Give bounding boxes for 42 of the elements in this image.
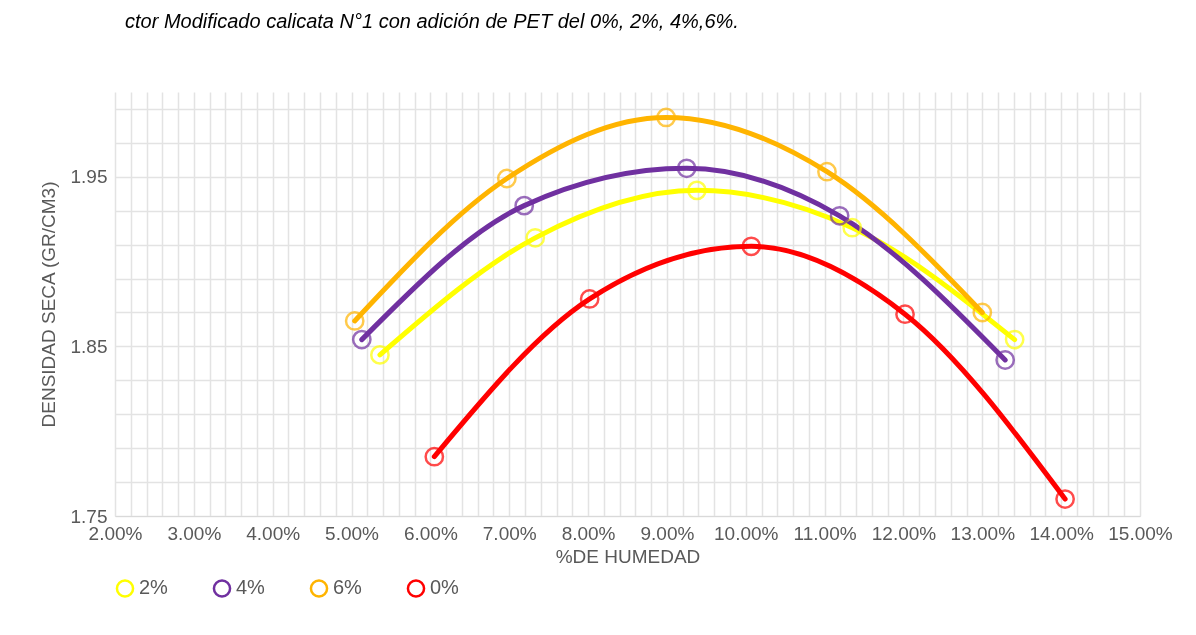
x-tick-label: 6.00% [403, 522, 458, 544]
point [579, 289, 600, 309]
x-tick-label: 3.00% [167, 522, 222, 544]
legend-label: 6% [333, 576, 363, 599]
point [424, 446, 445, 467]
point [344, 311, 365, 331]
x-tick-label: 5.00% [325, 522, 380, 544]
point [370, 344, 390, 365]
chart-title: ctor Modificado calicata N°1 con adición de PET del 0%, 2%, 4%,6%. [125, 10, 739, 32]
point [829, 205, 850, 226]
point [995, 350, 1016, 370]
y-tick-label: 1.95 [70, 166, 108, 188]
x-tick-label: 13.00% [950, 522, 1016, 544]
point [676, 158, 697, 179]
point [351, 329, 372, 350]
x-tick-label: 7.00% [482, 522, 537, 544]
point [895, 304, 915, 325]
point [972, 302, 993, 323]
x-tick-label: 15.00% [1108, 522, 1173, 544]
legend-label: 2% [139, 576, 169, 599]
point [817, 161, 837, 182]
x-tick-label: 4.00% [246, 522, 301, 544]
point [656, 107, 677, 128]
x-tick-label: 10.00% [714, 522, 779, 544]
x-tick-label: 12.00% [871, 522, 937, 544]
y-tick-label: 1.85 [70, 335, 108, 357]
x-tick-label: 14.00% [1029, 522, 1094, 544]
y-axis-title: DENSIDAD SECA (GR/CM3) [37, 181, 59, 428]
legend-label: 4% [236, 576, 266, 599]
x-axis-title: %DE HUMEDAD [555, 545, 701, 567]
point [496, 168, 517, 189]
point [741, 236, 762, 257]
x-tick-label: 11.00% [793, 522, 857, 544]
x-tick-label: 8.00% [561, 522, 616, 544]
point [842, 217, 863, 238]
point [514, 195, 535, 216]
point [1004, 329, 1025, 350]
point [686, 180, 707, 201]
point [1055, 489, 1076, 509]
legend-label: 0% [430, 576, 460, 599]
point [525, 227, 546, 248]
x-tick-label: 9.00% [640, 522, 695, 544]
